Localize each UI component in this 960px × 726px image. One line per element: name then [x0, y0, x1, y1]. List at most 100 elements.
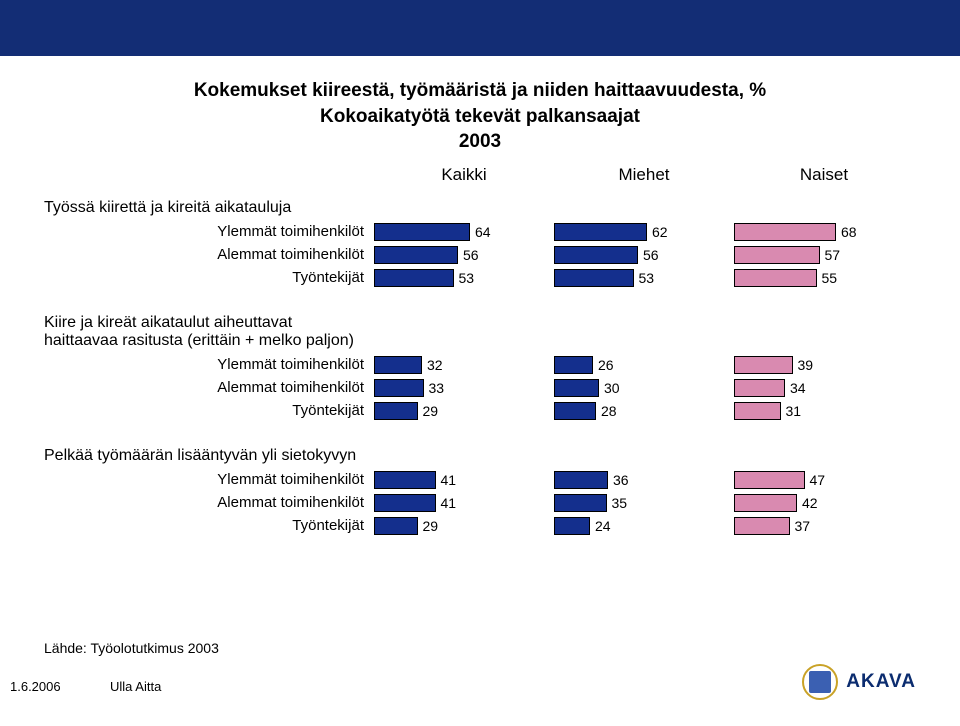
bar-cell: 64	[374, 222, 554, 242]
bar-value: 47	[810, 472, 826, 488]
bar-value: 34	[790, 380, 806, 396]
bar-row: Työntekijät 29 28 31	[44, 400, 916, 422]
bar-row: Alemmat toimihenkilöt333034	[44, 377, 916, 399]
bar-row: Ylemmät toimihenkilöt646268	[44, 221, 916, 243]
bar-cell: 53	[554, 268, 734, 288]
bar-value: 42	[802, 495, 818, 511]
bar-cell: 56	[554, 245, 734, 265]
bar	[374, 402, 418, 420]
bar	[734, 494, 797, 512]
bar	[374, 223, 470, 241]
row-label: Työntekijät	[44, 402, 374, 419]
bar-value: 30	[604, 380, 620, 396]
bar-value: 28	[601, 403, 617, 419]
title-line-3: 2003	[44, 129, 916, 155]
bar	[554, 269, 634, 287]
bar-value: 24	[595, 518, 611, 534]
bar-value: 41	[441, 472, 457, 488]
bar	[374, 246, 458, 264]
row-label: Alemmat toimihenkilöt	[44, 246, 374, 263]
bar-cell: 30	[554, 378, 734, 398]
bar-value: 29	[423, 518, 439, 534]
bar	[554, 402, 596, 420]
bar	[554, 471, 608, 489]
source-text: Lähde: Työolotutkimus 2003	[44, 640, 219, 656]
bar-cell: 29	[374, 401, 554, 421]
bar-cell: 53	[374, 268, 554, 288]
bar-value: 35	[612, 495, 628, 511]
row-cells: 29 28 31	[374, 401, 914, 421]
group-label: Pelkää työmäärän lisääntyvän yli sietoky…	[44, 447, 916, 465]
row-label: Työntekijät	[44, 269, 374, 286]
bar-value: 68	[841, 224, 857, 240]
bar-value: 53	[639, 270, 655, 286]
row-cells: 64 62 68	[374, 222, 914, 242]
bar-row: Ylemmät toimihenkilöt 32 26 39	[44, 354, 916, 376]
footer-author: Ulla Aitta	[110, 679, 161, 694]
row-label: Ylemmät toimihenkilöt	[44, 471, 374, 488]
bar	[734, 471, 805, 489]
bar	[374, 269, 454, 287]
bar-value: 29	[423, 403, 439, 419]
row-label: Työntekijät	[44, 517, 374, 534]
bar-value: 31	[786, 403, 802, 419]
col-header-naiset: Naiset	[734, 165, 914, 185]
bar	[554, 223, 647, 241]
akava-logo-icon	[802, 664, 838, 700]
bar-row: Työntekijät 29 24 37	[44, 515, 916, 537]
bar-cell: 34	[734, 378, 914, 398]
bar-row: Työntekijät 53 53 55	[44, 267, 916, 289]
page-body: Kokemukset kiireestä, työmääristä ja nii…	[0, 56, 960, 537]
bar-cell: 68	[734, 222, 914, 242]
bar-cell: 42	[734, 493, 914, 513]
bar	[554, 517, 590, 535]
bar-row: Alemmat toimihenkilöt565657	[44, 244, 916, 266]
bar-value: 36	[613, 472, 629, 488]
bar-cell: 26	[554, 355, 734, 375]
chart: Kaikki Miehet Naiset Työssä kiirettä ja …	[44, 165, 916, 537]
bar-value: 53	[459, 270, 475, 286]
bar-value: 56	[643, 247, 659, 263]
bar-value: 37	[795, 518, 811, 534]
bar	[734, 517, 790, 535]
bar	[374, 494, 436, 512]
bar-cell: 41	[374, 470, 554, 490]
group-label: Kiire ja kireät aikataulut aiheuttavat h…	[44, 314, 916, 350]
row-label: Ylemmät toimihenkilöt	[44, 356, 374, 373]
row-cells: 41 35 42	[374, 493, 914, 513]
bar	[734, 223, 836, 241]
bar-value: 32	[427, 357, 443, 373]
footer-date: 1.6.2006	[10, 679, 61, 694]
bar	[374, 379, 424, 397]
bar-cell: 24	[554, 516, 734, 536]
title-line-2: Kokoaikatyötä tekevät palkansaajat	[44, 104, 916, 130]
brand-name: AKAVA	[846, 671, 916, 693]
bar-value: 33	[429, 380, 445, 396]
bar-value: 57	[825, 247, 841, 263]
bar	[554, 494, 607, 512]
bar-value: 39	[798, 357, 814, 373]
bar-cell: 39	[734, 355, 914, 375]
bar-value: 26	[598, 357, 614, 373]
bar	[554, 379, 599, 397]
bar	[554, 356, 593, 374]
bar-cell: 55	[734, 268, 914, 288]
bar-cell: 47	[734, 470, 914, 490]
bar-value: 41	[441, 495, 457, 511]
bar-cell: 62	[554, 222, 734, 242]
bar-cell: 37	[734, 516, 914, 536]
row-cells: 33 30 34	[374, 378, 914, 398]
bar-cell: 28	[554, 401, 734, 421]
brand-block: AKAVA	[802, 664, 916, 700]
bar	[734, 269, 817, 287]
row-cells: 41 36 47	[374, 470, 914, 490]
bar-value: 62	[652, 224, 668, 240]
bar	[734, 402, 781, 420]
bar	[734, 246, 820, 264]
col-header-miehet: Miehet	[554, 165, 734, 185]
bar-cell: 56	[374, 245, 554, 265]
bar-row: Ylemmät toimihenkilöt 41 36 47	[44, 469, 916, 491]
bar-cell: 41	[374, 493, 554, 513]
row-cells: 32 26 39	[374, 355, 914, 375]
row-cells: 56 56 57	[374, 245, 914, 265]
